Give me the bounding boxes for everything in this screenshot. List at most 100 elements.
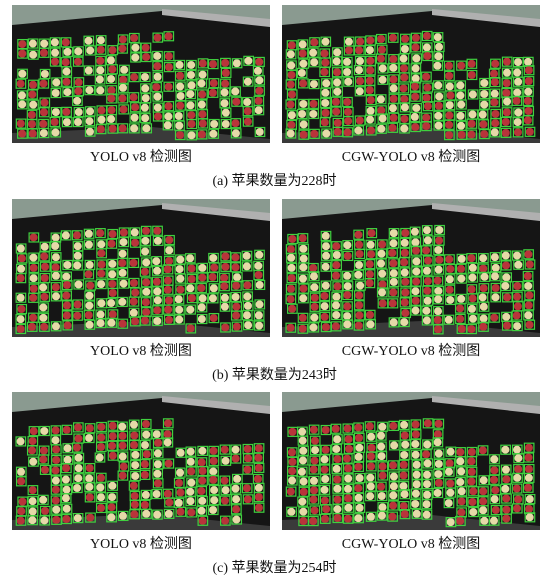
apple: [344, 282, 352, 290]
apple: [175, 316, 183, 324]
apple: [435, 420, 443, 428]
apple: [423, 94, 431, 102]
apple: [458, 131, 466, 139]
apple: [503, 97, 511, 105]
apple: [333, 476, 341, 484]
apple: [525, 454, 533, 462]
apple: [288, 477, 296, 485]
apple: [86, 107, 94, 115]
apple: [255, 464, 263, 472]
apple: [366, 66, 374, 74]
subfigure-caption: (c) 苹果数量为254时: [0, 561, 549, 577]
apple: [288, 111, 296, 119]
apple: [221, 294, 229, 302]
apple: [501, 485, 509, 493]
apple: [446, 101, 454, 109]
apple: [366, 86, 374, 94]
apple: [366, 422, 374, 430]
apple: [198, 130, 206, 138]
apple: [525, 77, 533, 85]
apple: [108, 260, 116, 268]
apple: [74, 252, 82, 260]
apple: [513, 312, 521, 320]
apple: [287, 121, 295, 129]
apple: [321, 99, 329, 107]
apple: [389, 104, 397, 112]
apple: [355, 46, 363, 54]
apple: [401, 45, 409, 53]
apple: [413, 461, 421, 469]
apple: [366, 36, 374, 44]
apple: [366, 57, 374, 65]
apple: [332, 311, 340, 319]
apple: [309, 517, 317, 525]
apple: [298, 110, 306, 118]
apple: [456, 517, 464, 525]
apple: [153, 267, 161, 275]
apple: [379, 503, 387, 511]
apple: [39, 120, 47, 128]
apple: [62, 78, 70, 86]
apple: [18, 70, 26, 78]
apple: [446, 82, 454, 90]
subfigure-caption: (a) 苹果数量为228时: [0, 174, 549, 190]
apple: [469, 110, 477, 118]
apple: [310, 486, 318, 494]
apple: [411, 123, 419, 131]
apple: [287, 81, 295, 89]
apple: [524, 107, 532, 115]
apple: [186, 488, 194, 496]
apple: [389, 299, 397, 307]
apple: [62, 476, 70, 484]
apple: [52, 292, 60, 300]
apple: [18, 40, 26, 48]
left-caption: YOLO v8 检测图: [6, 150, 276, 166]
apple: [423, 440, 431, 448]
apple: [366, 311, 374, 319]
apple: [411, 93, 419, 101]
apple: [232, 263, 240, 271]
apple: [524, 272, 532, 280]
apple: [165, 83, 173, 91]
apple: [232, 446, 240, 454]
apple: [244, 118, 252, 126]
apple: [120, 238, 128, 246]
apple: [86, 128, 94, 136]
apple: [96, 229, 104, 237]
apple: [86, 117, 94, 125]
apple: [52, 263, 60, 271]
apple: [255, 87, 263, 95]
apple: [17, 294, 25, 302]
apple: [388, 513, 396, 521]
apple: [300, 488, 308, 496]
apple: [412, 420, 420, 428]
apple: [28, 90, 36, 98]
apple: [411, 228, 419, 236]
apple: [186, 254, 194, 262]
apple: [85, 241, 93, 249]
apple: [108, 65, 116, 73]
apple: [63, 118, 71, 126]
apple: [29, 314, 37, 322]
apple: [131, 501, 139, 509]
apple: [232, 303, 240, 311]
apple: [39, 496, 47, 504]
apple: [141, 441, 149, 449]
apple: [40, 323, 48, 331]
apple: [491, 495, 499, 503]
apple: [108, 280, 116, 288]
apple: [400, 482, 408, 490]
apple: [390, 114, 398, 122]
apple: [412, 43, 420, 51]
apple: [345, 445, 353, 453]
apple: [120, 66, 128, 74]
apple: [29, 51, 37, 59]
apple: [378, 423, 386, 431]
apple: [63, 311, 71, 319]
apple: [502, 313, 510, 321]
apple: [513, 485, 521, 493]
apple: [367, 126, 375, 134]
apple: [468, 448, 476, 456]
apple: [40, 447, 48, 455]
apple: [400, 451, 408, 459]
